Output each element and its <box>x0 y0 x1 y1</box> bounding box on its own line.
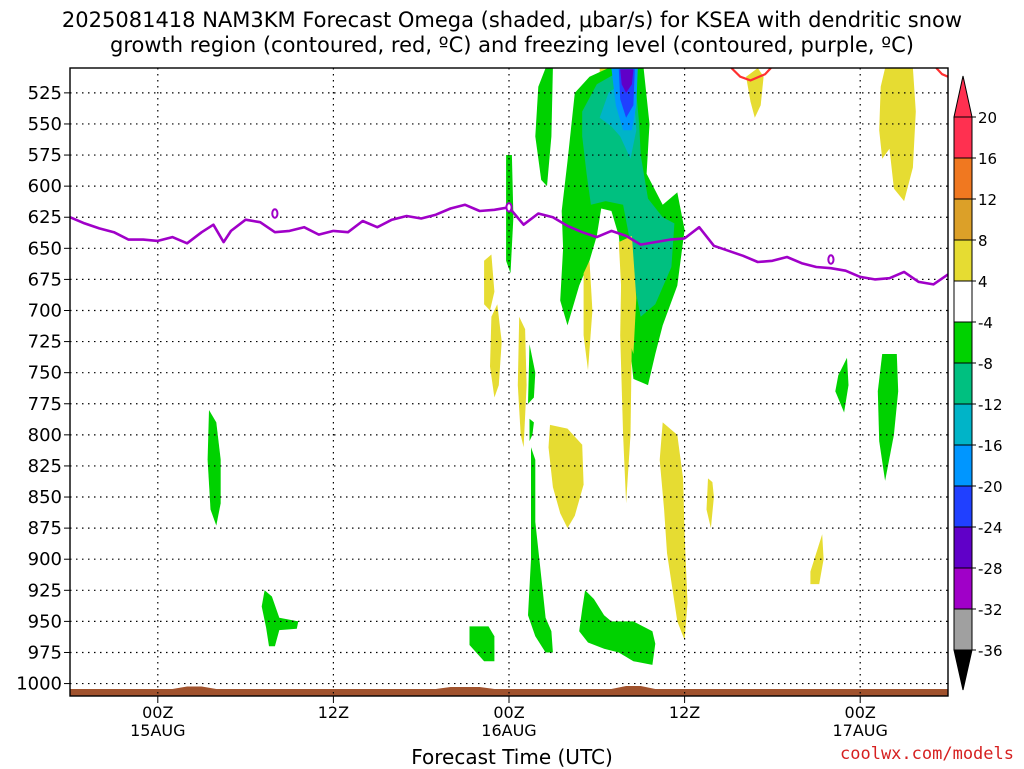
y-tick-label: 525 <box>28 83 62 104</box>
chart-title-line-2: growth region (contoured, red, ºC) and f… <box>110 33 914 57</box>
omega-region-1 <box>535 68 553 187</box>
colorbar-bottom-arrow <box>953 649 973 691</box>
omega-timeheight-chart: 525 550 575 600 625 650 675 700 725 750 775 800 825 8… <box>16 67 1003 740</box>
omega-region-12 <box>484 254 495 311</box>
colorbar-label: -32 <box>978 601 1003 619</box>
colorbar-label: -20 <box>978 478 1003 496</box>
omega-region-25 <box>529 418 534 442</box>
x-tick-label: 17AUG <box>832 721 887 740</box>
omega-region-19 <box>706 478 714 529</box>
y-tick-label: 725 <box>28 332 62 353</box>
colorbar-bin <box>953 485 973 528</box>
omega-region-27 <box>579 590 656 665</box>
colorbar-bin <box>953 198 973 241</box>
omega-region-23 <box>469 626 495 662</box>
y-tick-label: 825 <box>28 456 62 477</box>
ground-surface <box>70 686 948 696</box>
omega-region-7 <box>620 69 634 93</box>
omega-region-16 <box>620 248 632 504</box>
y-tick-label: 675 <box>28 269 62 290</box>
colorbar-top-arrow <box>953 75 973 118</box>
colorbar-bin <box>953 116 973 159</box>
x-tick-label: 00Z <box>493 703 524 722</box>
colorbar-bin <box>953 526 973 569</box>
omega-region-18 <box>659 422 688 640</box>
colorbar-bin <box>953 403 973 446</box>
omega-region-14 <box>517 316 527 448</box>
colorbar-label: -36 <box>978 642 1003 660</box>
source-credit: coolwx.com/models <box>840 744 1014 764</box>
freezing-level-line <box>70 203 948 286</box>
colorbar-label: -28 <box>978 560 1003 578</box>
omega-region-22 <box>261 590 299 647</box>
colorbar-label: 12 <box>978 191 997 209</box>
chart-title-line-1: 2025081418 NAM3KM Forecast Omega (shaded… <box>61 8 963 32</box>
gridlines <box>70 68 948 696</box>
colorbar-bin <box>953 157 973 200</box>
y-tick-label: 950 <box>28 611 62 632</box>
omega-region-3 <box>582 74 675 317</box>
omega-region-29 <box>877 354 899 481</box>
y-tick-label: 800 <box>28 425 62 446</box>
colorbar-label: 16 <box>978 150 997 168</box>
y-tick-label: 850 <box>28 487 62 508</box>
x-tick-label: 12Z <box>669 703 700 722</box>
plot-frame <box>69 67 949 697</box>
colorbar-bin <box>953 239 973 282</box>
x-axis: 00Z15AUG202512Z00Z16AUG12Z00Z17AUG <box>130 696 888 740</box>
x-tick-label: 00Z <box>142 703 173 722</box>
omega-region-20 <box>810 534 824 585</box>
colorbar-label: -24 <box>978 519 1003 537</box>
y-tick-label: 575 <box>28 145 62 166</box>
omega-region-13 <box>490 304 502 398</box>
x-tick-label: 15AUG <box>130 721 185 740</box>
y-tick-label: 925 <box>28 580 62 601</box>
omega-region-26 <box>528 447 553 653</box>
y-tick-label: 750 <box>28 363 62 384</box>
x-tick-label: 2025 <box>137 739 178 740</box>
omega-region-21 <box>207 410 221 526</box>
colorbar-label: 4 <box>978 273 988 291</box>
dendritic-growth-contour <box>935 68 948 78</box>
x-tick-label: 16AUG <box>481 721 536 740</box>
colorbar-bin <box>953 321 973 364</box>
freezing-level-label <box>827 254 835 265</box>
freezing-level-label <box>271 208 279 219</box>
y-axis: 525 550 575 600 625 650 675 700 725 750 775 800 825 8… <box>16 83 70 695</box>
dendritic-growth-contour <box>730 68 772 82</box>
y-tick-label: 550 <box>28 114 62 135</box>
omega-region-9 <box>879 68 916 202</box>
y-tick-label: 875 <box>28 518 62 539</box>
colorbar-label: -4 <box>978 314 993 332</box>
colorbar: 20 16 12 8 4 -4 -8 -12 -16 -20 -24 -28 -32 -36 <box>953 75 1003 691</box>
omega-shading <box>207 68 916 665</box>
y-tick-label: 775 <box>28 394 62 415</box>
colorbar-bin <box>953 608 973 651</box>
y-tick-label: 700 <box>28 300 62 321</box>
omega-region-17 <box>548 424 584 529</box>
y-tick-label: 600 <box>28 176 62 197</box>
colorbar-bin <box>953 567 973 610</box>
colorbar-label: -12 <box>978 396 1003 414</box>
y-tick-label: 650 <box>28 238 62 259</box>
colorbar-label: -16 <box>978 437 1003 455</box>
y-tick-label: 900 <box>28 549 62 570</box>
omega-region-24 <box>528 344 536 404</box>
y-tick-label: 625 <box>28 207 62 228</box>
y-tick-label: 1000 <box>16 674 62 695</box>
colorbar-bin <box>953 444 973 487</box>
colorbar-label: 8 <box>978 232 988 250</box>
y-tick-label: 975 <box>28 642 62 663</box>
x-tick-label: 12Z <box>318 703 349 722</box>
freezing-level-label <box>505 202 513 213</box>
colorbar-bin <box>953 280 973 323</box>
colorbar-label: 20 <box>978 109 997 127</box>
x-axis-label: Forecast Time (UTC) <box>411 745 613 769</box>
omega-region-11 <box>506 155 514 274</box>
colorbar-bin <box>953 362 973 405</box>
omega-region-15 <box>583 260 593 371</box>
x-tick-label: 00Z <box>845 703 876 722</box>
colorbar-label: -8 <box>978 355 993 373</box>
omega-region-28 <box>835 357 849 413</box>
